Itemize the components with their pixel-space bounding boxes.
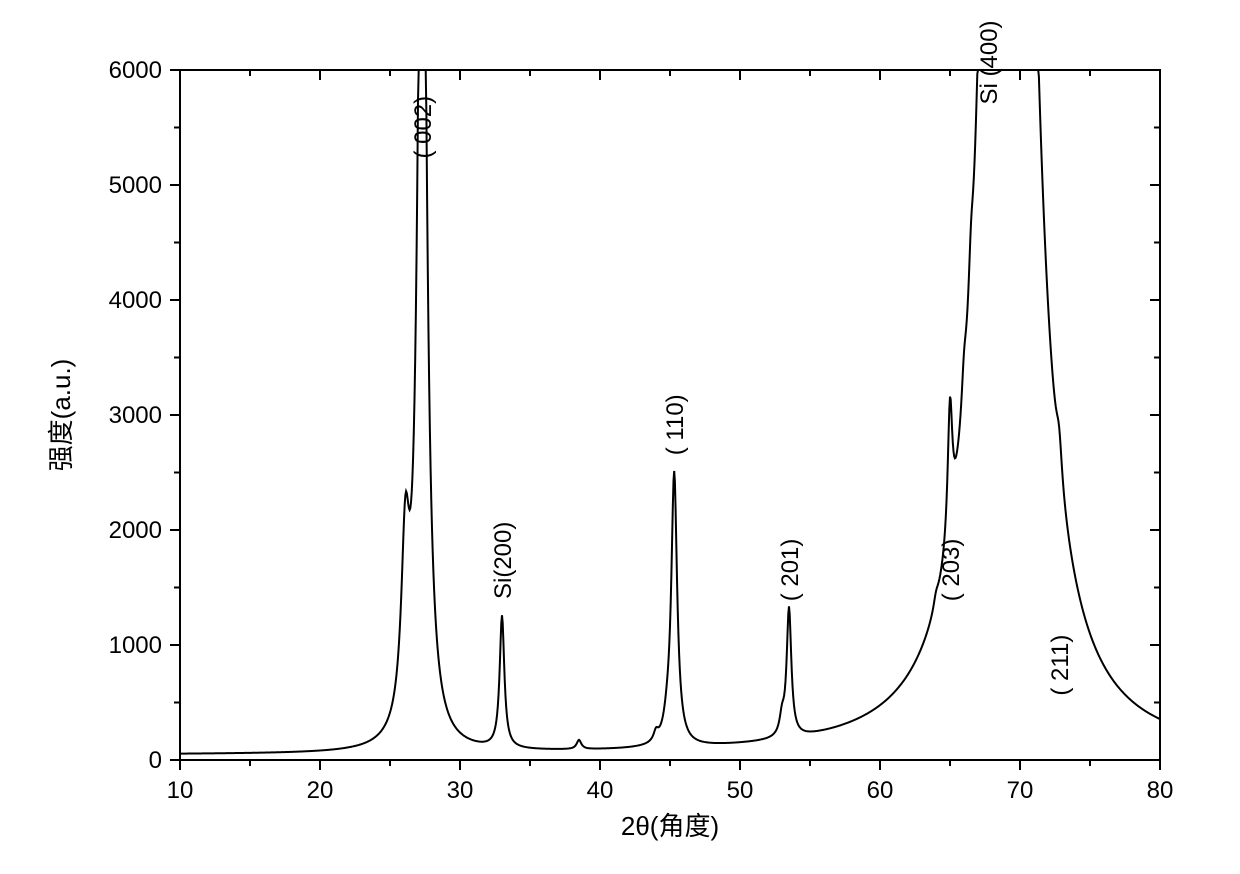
x-axis-label: 2θ(角度) [621, 811, 719, 841]
svg-text:3000: 3000 [109, 402, 162, 429]
peak-label: ( 211) [1047, 635, 1074, 696]
peak-label: ( 201) [777, 539, 804, 602]
peak-label: Si (400) [976, 20, 1003, 104]
chart-svg: 10 20 30 40 50 60 70 80 0 1000 2000 3000 4000 5000 600… [0, 0, 1240, 874]
svg-text:10: 10 [167, 777, 194, 804]
svg-text:0: 0 [149, 747, 162, 774]
svg-text:70: 70 [1007, 777, 1034, 804]
peak-label: Si(200) [490, 522, 517, 599]
y-axis-label: 强度(a.u.) [46, 359, 76, 472]
svg-text:60: 60 [867, 777, 894, 804]
peak-label: ( 002) [410, 96, 437, 159]
svg-text:20: 20 [307, 777, 334, 804]
svg-text:6000: 6000 [109, 57, 162, 84]
svg-text:50: 50 [727, 777, 754, 804]
peak-label: ( 203) [938, 539, 965, 602]
svg-text:2000: 2000 [109, 517, 162, 544]
peak-label: ( 110) [662, 394, 689, 455]
svg-text:4000: 4000 [109, 287, 162, 314]
svg-text:1000: 1000 [109, 632, 162, 659]
xrd-chart: 10 20 30 40 50 60 70 80 0 1000 2000 3000 4000 5000 600… [0, 0, 1240, 874]
svg-text:80: 80 [1147, 777, 1174, 804]
svg-text:30: 30 [447, 777, 474, 804]
svg-text:5000: 5000 [109, 172, 162, 199]
svg-text:40: 40 [587, 777, 614, 804]
